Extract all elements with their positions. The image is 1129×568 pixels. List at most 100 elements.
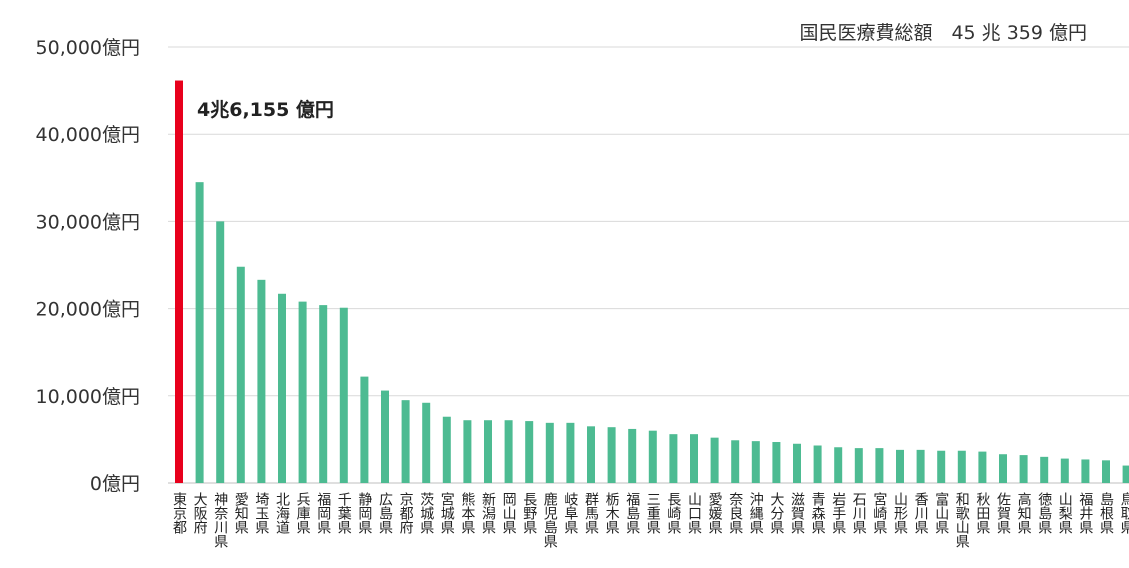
x-tick-label: 富山県 xyxy=(933,491,949,534)
bar xyxy=(195,182,204,483)
x-tick-label: 茨城県 xyxy=(418,492,434,534)
bar xyxy=(1060,458,1069,483)
bar xyxy=(1040,456,1049,483)
x-tick-label: 福井県 xyxy=(1077,492,1093,534)
bar xyxy=(319,305,328,483)
bar xyxy=(710,437,719,483)
x-tick-label: 宮崎県 xyxy=(871,492,887,534)
bar xyxy=(1102,460,1110,483)
x-tick-label: 鹿児島県 xyxy=(542,491,558,548)
y-tick-label: 0億円 xyxy=(90,473,140,495)
x-tick-label: 奈良県 xyxy=(727,492,743,534)
x-tick-label: 熊本県 xyxy=(459,492,475,534)
x-tick-label: 埼玉県 xyxy=(253,492,269,534)
bar xyxy=(854,448,863,483)
bar xyxy=(793,443,801,483)
x-tick-label: 岩手県 xyxy=(830,492,846,534)
bar xyxy=(1019,455,1028,483)
bar xyxy=(463,420,472,483)
bar xyxy=(1122,465,1129,483)
x-tick-label: 福岡県 xyxy=(315,492,331,534)
x-tick-label: 鳥取県 xyxy=(1119,492,1129,534)
x-tick-label: 青森県 xyxy=(810,492,826,534)
x-tick-label: 新潟県 xyxy=(480,492,496,534)
y-tick-label: 50,000億円 xyxy=(36,37,140,59)
x-axis: 東京都 大阪府 神奈川県 愛知県 埼玉県 北海道 兵庫県 福岡県 千葉県 静岡県 広島県 京都府 茨城県… xyxy=(171,491,1129,548)
x-tick-label: 大分県 xyxy=(768,492,784,534)
x-tick-label: 栃木県 xyxy=(604,492,620,534)
x-tick-label: 千葉県 xyxy=(336,492,352,534)
bar xyxy=(999,454,1007,483)
bars xyxy=(175,80,1129,484)
bar xyxy=(690,434,698,483)
x-tick-label: 滋賀県 xyxy=(789,492,805,534)
x-tick-label: 高知県 xyxy=(1016,491,1032,534)
bar xyxy=(381,390,389,483)
x-tick-label: 京都府 xyxy=(398,492,414,535)
bar xyxy=(875,448,884,483)
x-tick-label: 山口県 xyxy=(686,492,702,534)
x-tick-label: 岐阜県 xyxy=(562,492,578,534)
bar xyxy=(1081,459,1090,483)
bar xyxy=(401,400,410,483)
x-tick-label: 香川県 xyxy=(913,492,929,534)
bar xyxy=(236,266,245,483)
bar xyxy=(751,441,760,483)
x-tick-label: 岡山県 xyxy=(501,492,517,534)
x-tick-label: 山形県 xyxy=(892,492,908,534)
x-tick-label: 山梨県 xyxy=(1057,492,1073,534)
x-tick-label: 北海道 xyxy=(274,492,290,535)
bar xyxy=(257,279,266,483)
x-tick-label: 広島県 xyxy=(377,492,393,534)
bar xyxy=(175,80,183,484)
y-tick-label: 40,000億円 xyxy=(36,124,140,146)
bar xyxy=(896,449,904,483)
bar xyxy=(484,420,492,483)
bar xyxy=(916,449,925,483)
x-tick-label: 和歌山県 xyxy=(954,492,970,548)
x-tick-label: 福島県 xyxy=(624,492,640,534)
bar xyxy=(957,450,966,483)
bar xyxy=(422,402,431,483)
bar xyxy=(504,420,513,483)
bar xyxy=(648,430,657,483)
x-tick-label: 佐賀県 xyxy=(995,492,1011,534)
bar xyxy=(669,434,678,483)
y-tick-label: 10,000億円 xyxy=(36,386,140,408)
bar xyxy=(566,422,575,483)
bar xyxy=(298,301,307,483)
bar xyxy=(937,450,946,483)
x-tick-label: 群馬県 xyxy=(583,492,599,534)
x-tick-label: 大阪府 xyxy=(192,492,208,535)
bar xyxy=(360,376,369,483)
x-tick-label: 徳島県 xyxy=(1036,492,1052,534)
bar xyxy=(834,447,843,483)
grid-lines xyxy=(168,46,1129,484)
x-tick-label: 静岡県 xyxy=(356,492,372,534)
total-medical-cost-label: 国民医療費総額 45 兆 359 億円 xyxy=(799,22,1087,44)
bar xyxy=(731,440,740,483)
x-tick-label: 長野県 xyxy=(521,492,537,534)
bar xyxy=(772,442,781,483)
bar xyxy=(442,416,451,483)
x-tick-label: 沖縄県 xyxy=(748,492,764,534)
bar xyxy=(607,427,616,483)
bar xyxy=(278,293,286,483)
highlight-value-label: 4兆6,155 億円 xyxy=(197,98,334,121)
bar xyxy=(545,422,554,483)
bar xyxy=(813,445,822,483)
x-tick-label: 長崎県 xyxy=(665,492,681,534)
bar xyxy=(628,428,637,483)
bar xyxy=(216,221,225,483)
x-tick-label: 宮城県 xyxy=(439,492,455,534)
bar xyxy=(978,451,987,483)
y-axis: 0億円 10,000億円 20,000億円 30,000億円 40,000億円 50,00… xyxy=(36,37,140,495)
x-tick-label: 島根県 xyxy=(1098,492,1114,534)
x-tick-label: 石川県 xyxy=(851,492,867,534)
y-tick-label: 30,000億円 xyxy=(36,211,140,233)
x-tick-label: 秋田県 xyxy=(974,492,990,534)
x-tick-label: 愛知県 xyxy=(233,492,249,534)
bar xyxy=(525,421,534,483)
y-tick-label: 20,000億円 xyxy=(36,299,140,321)
